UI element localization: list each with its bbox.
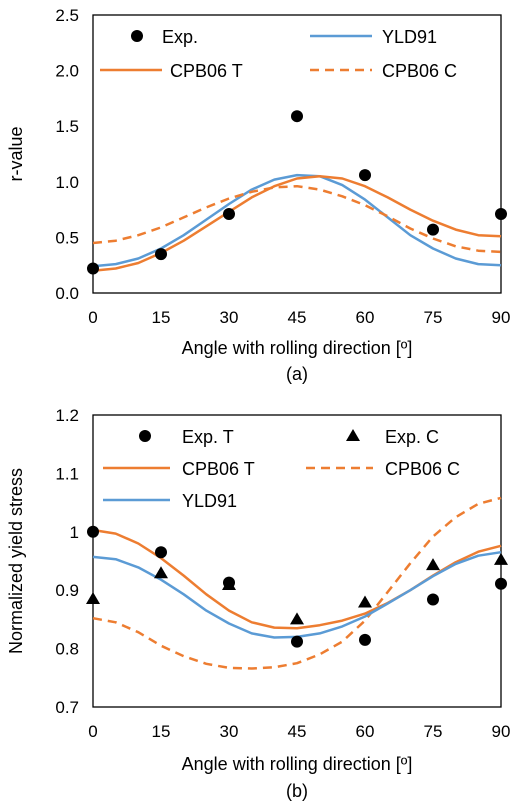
chart-b-point-exp-c	[222, 577, 236, 590]
chart-b-point-exp-t	[291, 635, 303, 648]
chart-b-y-tick-label: 0.7	[55, 698, 79, 717]
chart-b-x-tick-label: 75	[424, 722, 443, 741]
chart-a-point-exp	[495, 208, 507, 221]
chart-a-y-tick-label: 2.5	[55, 6, 79, 25]
legend-b-exp-c-label: Exp. C	[385, 427, 439, 447]
chart-a-xticks: 0 15 30 45 60 75 90	[88, 308, 510, 327]
chart-b-y-tick-label: 0.9	[55, 581, 79, 600]
chart-a-x-axis-label: Angle with rolling direction [º]	[182, 338, 413, 358]
chart-b-x-tick-label: 60	[356, 722, 375, 741]
chart-b-series-cpb06-c-line	[92, 496, 502, 670]
chart-b-y-tick-label: 1.1	[55, 464, 79, 483]
chart-a-series-yld91-line	[92, 173, 502, 268]
chart-a-point-exp	[427, 223, 439, 236]
chart-b-y-tick-label: 0.8	[55, 640, 79, 659]
chart-b-caption: (b)	[286, 781, 308, 801]
chart-a-x-tick-label: 75	[424, 308, 443, 327]
chart-a-point-exp	[291, 110, 303, 123]
legend-a-cpb06t-label: CPB06 T	[170, 61, 243, 81]
chart-a-x-tick-label: 60	[356, 308, 375, 327]
chart-b-point-exp-c	[358, 595, 372, 608]
chart-b-y-tick-label: 1.2	[55, 406, 79, 425]
chart-a-series	[87, 110, 507, 275]
legend-a-exp-marker	[131, 30, 143, 42]
chart-a-y-tick-label: 2.0	[55, 62, 79, 81]
legend-a-yld91-label: YLD91	[382, 27, 437, 47]
chart-b-series	[86, 496, 508, 670]
chart-b-point-exp-c	[290, 612, 304, 625]
legend-b-exp-c-marker	[346, 429, 360, 441]
chart-b-series-yld91-line	[92, 550, 502, 639]
chart-b-point-exp-t	[87, 525, 99, 538]
chart-a-y-axis-label: r-value	[6, 126, 26, 181]
legend-b-yld91-label: YLD91	[182, 491, 237, 511]
legend-a-exp-label: Exp.	[162, 27, 198, 47]
chart-a-series-cpb06-c-line	[92, 184, 502, 254]
chart-a-y-tick-label: 0.0	[55, 284, 79, 303]
chart-b-x-tick-label: 15	[152, 722, 171, 741]
legend-a-cpb06c-label: CPB06 C	[382, 61, 457, 81]
chart-b-x-tick-label: 90	[492, 722, 511, 741]
legend-b-cpb06c-label: CPB06 C	[385, 459, 460, 479]
chart-a-x-tick-label: 15	[152, 308, 171, 327]
chart-a-legend: Exp. YLD91 CPB06 T CPB06 C	[100, 27, 457, 81]
chart-a: 0.0 0.5 1.0 1.5 2.0 2.5 0 15 30 45 60 75 90 Exp. YL…	[6, 6, 510, 384]
chart-a-caption: (a)	[286, 364, 308, 384]
chart-a-point-exp	[155, 248, 167, 261]
chart-b-x-tick-label: 45	[288, 722, 307, 741]
chart-b-x-axis-label: Angle with rolling direction [º]	[182, 754, 413, 774]
chart-b-point-exp-c	[426, 558, 440, 571]
chart-a-x-tick-label: 90	[492, 308, 511, 327]
chart-a-y-tick-label: 0.5	[55, 228, 79, 247]
chart-b-point-exp-c	[494, 552, 508, 565]
chart-b-point-exp-t	[427, 593, 439, 606]
chart-a-x-tick-label: 30	[220, 308, 239, 327]
chart-b-y-tick-label: 1	[70, 523, 79, 542]
legend-b-exp-t-label: Exp. T	[182, 427, 234, 447]
chart-b-point-exp-c	[86, 591, 100, 604]
chart-b-xticks: 0 15 30 45 60 75 90	[88, 722, 510, 741]
chart-a-series-cpb06-t-line	[92, 174, 502, 273]
chart-b-x-tick-label: 30	[220, 722, 239, 741]
chart-b: 0.7 0.8 0.9 1 1.1 1.2 0 15 30 45 60 75 90 Exp. T Ex…	[6, 406, 510, 801]
chart-b-x-tick-label: 0	[88, 722, 97, 741]
chart-b-point-exp-t	[495, 577, 507, 590]
chart-a-point-exp	[223, 208, 235, 221]
chart-a-plot-area	[92, 14, 502, 294]
chart-b-legend: Exp. T Exp. C CPB06 T CPB06 C YLD91	[103, 427, 460, 511]
chart-b-point-exp-c	[154, 566, 168, 579]
legend-b-cpb06t-label: CPB06 T	[182, 459, 255, 479]
chart-b-point-exp-t	[155, 546, 167, 559]
chart-a-x-tick-label: 45	[288, 308, 307, 327]
chart-a-yticks: 0.0 0.5 1.0 1.5 2.0 2.5	[55, 6, 79, 303]
chart-b-yticks: 0.7 0.8 0.9 1 1.1 1.2	[55, 406, 79, 717]
chart-a-point-exp	[359, 169, 371, 182]
chart-b-point-exp-t	[359, 633, 371, 646]
chart-b-y-axis-label: Normalized yield stress	[6, 468, 26, 654]
chart-a-y-tick-label: 1.5	[55, 117, 79, 136]
chart-a-point-exp	[87, 262, 99, 275]
chart-a-y-tick-label: 1.0	[55, 173, 79, 192]
legend-b-exp-t-marker	[139, 430, 151, 442]
chart-a-x-tick-label: 0	[88, 308, 97, 327]
